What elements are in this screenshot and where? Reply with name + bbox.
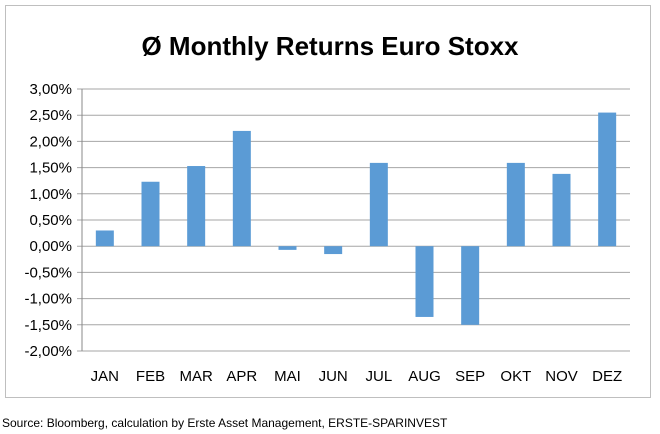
- bar-jul: [369, 162, 388, 247]
- bar-dez: [598, 112, 617, 247]
- chart-title: Ø Monthly Returns Euro Stoxx: [141, 31, 519, 61]
- bar-sep: [461, 246, 480, 325]
- bar-apr: [232, 130, 251, 247]
- bar-feb: [141, 181, 160, 247]
- y-tick-label: -1,50%: [24, 317, 72, 334]
- y-tick-label: 1,00%: [29, 186, 72, 203]
- source-note: Source: Bloomberg, calculation by Erste …: [2, 416, 448, 430]
- y-axis: 3,00% 2,50% 2,00% 1,50% 1,00% 0,50% 0,00% -0,50…: [24, 81, 83, 360]
- y-tick-label: 2,00%: [29, 133, 72, 150]
- bar-mar: [187, 166, 206, 247]
- x-tick-label: JUN: [319, 368, 348, 385]
- bar-okt: [506, 162, 525, 247]
- x-tick-label: AUG: [408, 368, 441, 385]
- x-tick-label: FEB: [136, 368, 165, 385]
- x-tick-label: JAN: [91, 368, 119, 385]
- bar-aug: [415, 246, 434, 317]
- bar-jun: [324, 246, 343, 255]
- x-axis: JAN FEB MAR APR MAI JUN JUL AUG SEP OKT NOV DEZ: [91, 368, 623, 385]
- x-tick-label: SEP: [455, 368, 485, 385]
- y-tick-label: 3,00%: [29, 81, 72, 98]
- x-tick-label: NOV: [545, 368, 578, 385]
- bar-jan: [95, 230, 114, 247]
- y-tick-label: -1,00%: [24, 291, 72, 308]
- y-tick-label: 1,50%: [29, 160, 72, 177]
- chart-frame: [5, 5, 651, 398]
- y-tick-label: 0,00%: [29, 238, 72, 255]
- x-tick-label: MAR: [179, 368, 213, 385]
- gridlines: [77, 88, 630, 352]
- bar-mai: [278, 246, 297, 250]
- x-tick-label: DEZ: [592, 368, 622, 385]
- y-tick-label: -0,50%: [24, 264, 72, 281]
- x-tick-label: APR: [226, 368, 257, 385]
- y-tick-label: -2,00%: [24, 343, 72, 360]
- bar-nov: [552, 173, 571, 247]
- x-tick-label: JUL: [365, 368, 392, 385]
- bars: [95, 112, 617, 325]
- y-tick-label: 0,50%: [29, 212, 72, 229]
- x-tick-label: OKT: [500, 368, 531, 385]
- x-tick-label: MAI: [274, 368, 301, 385]
- y-tick-label: 2,50%: [29, 107, 72, 124]
- bar-chart: Ø Monthly Returns Euro Stoxx 3,00% 2,50% 2…: [24, 31, 630, 385]
